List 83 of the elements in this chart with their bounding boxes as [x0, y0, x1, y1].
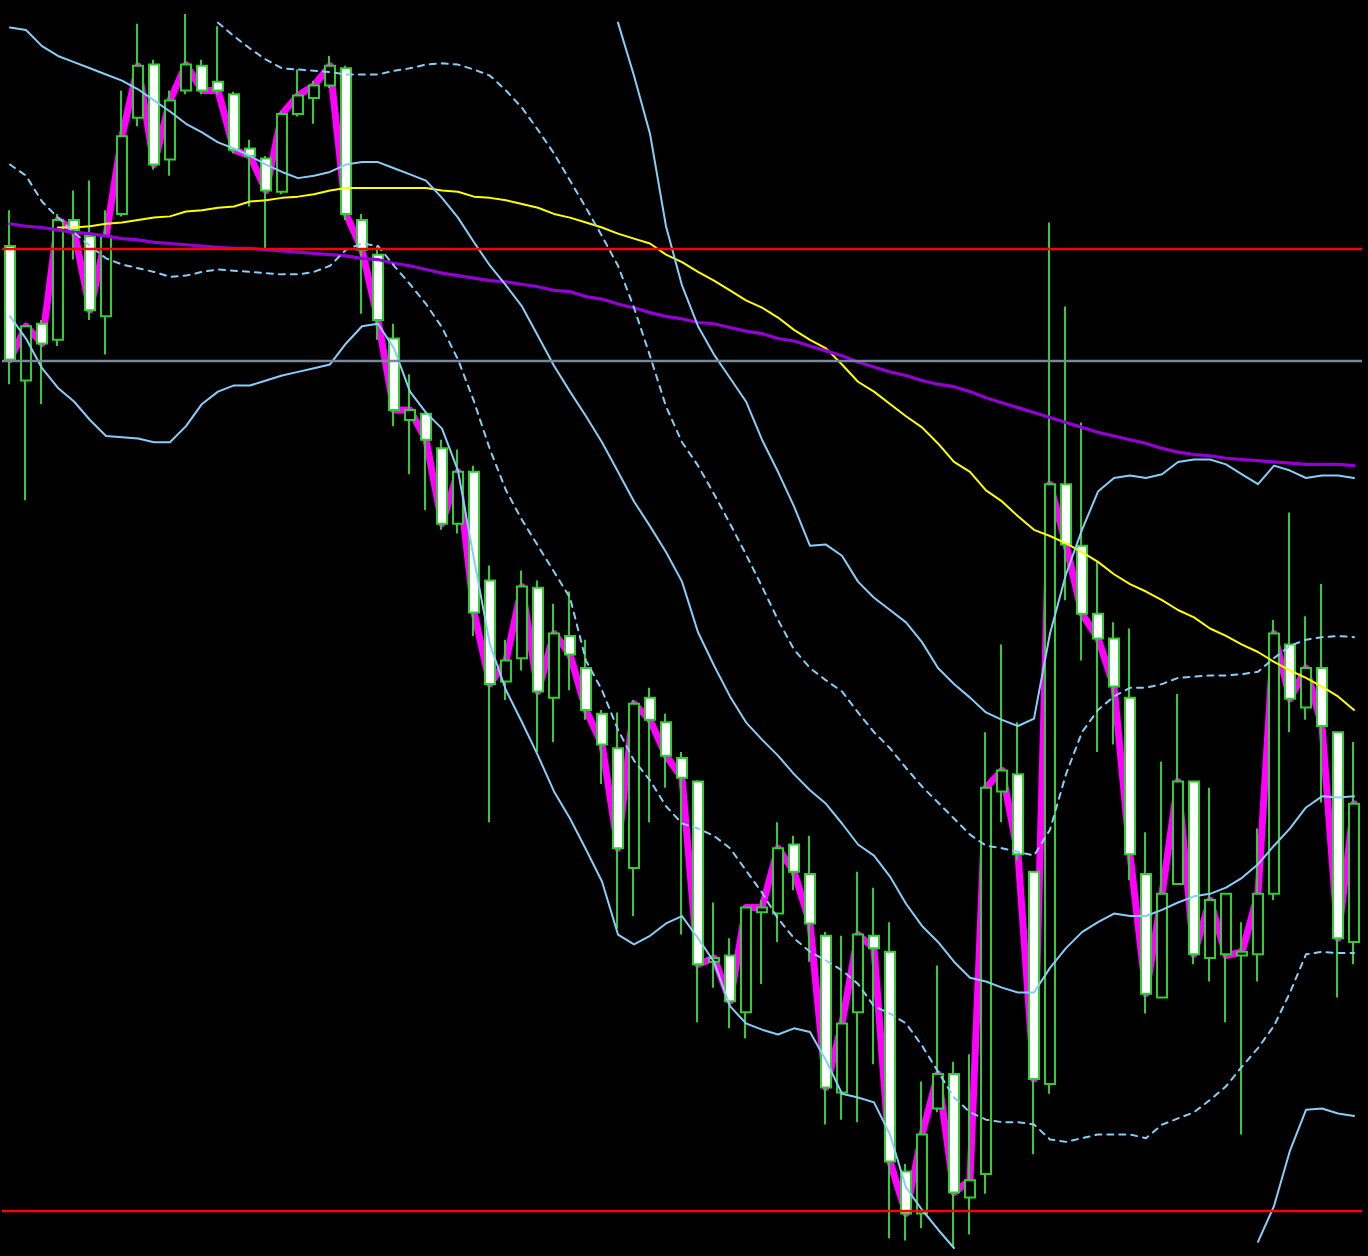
candlestick [84, 179, 96, 322]
candlestick [116, 89, 128, 218]
candlestick [1220, 892, 1232, 1024]
candlestick [436, 438, 448, 531]
candlestick [820, 931, 832, 1126]
candlestick [1316, 583, 1328, 804]
candlestick [404, 373, 416, 476]
candlestick [1092, 560, 1104, 753]
candlestick [740, 906, 752, 1040]
candlestick [1252, 827, 1264, 983]
candlestick [164, 89, 176, 177]
candlestick [20, 325, 32, 502]
candlestick [692, 779, 704, 1024]
candlestick [532, 579, 544, 753]
candlestick [340, 64, 352, 222]
candlestick [868, 886, 880, 1066]
candlestick [724, 937, 736, 1030]
candlestick [884, 921, 896, 1240]
candlestick [788, 834, 800, 892]
candlestick [1236, 921, 1248, 1136]
candlestick [452, 448, 464, 535]
candlestick [372, 244, 384, 341]
candlestick [260, 154, 272, 251]
candlestick [228, 90, 240, 155]
candlestick [1060, 305, 1072, 602]
candlestick [1284, 511, 1296, 734]
candlestick [1156, 760, 1168, 999]
candlestick [132, 22, 144, 128]
candlestick [388, 322, 400, 428]
candlestick [660, 712, 672, 789]
candlestick [964, 1053, 976, 1236]
candlestick [212, 25, 224, 96]
candlestick [1044, 221, 1056, 1095]
candlestick [836, 934, 848, 1121]
candlestick [1300, 615, 1312, 721]
candlestick [676, 750, 688, 936]
candlestick [852, 870, 864, 1124]
candlestick [948, 1060, 960, 1249]
candlestick [548, 602, 560, 744]
candlestick [516, 569, 528, 672]
candlestick [4, 209, 16, 386]
candlestick [596, 708, 608, 786]
candlestick [324, 54, 336, 90]
candlestick [420, 411, 432, 512]
candlestick [612, 711, 624, 930]
candlestick [996, 643, 1008, 824]
candlestick [276, 110, 288, 196]
candlestick [1124, 627, 1136, 882]
candlestick [1188, 780, 1200, 966]
candlestick [1172, 692, 1184, 885]
candlestick [628, 699, 640, 918]
candlestick [100, 209, 112, 356]
candlestick [1108, 621, 1120, 746]
candlestick [1348, 741, 1360, 966]
candlestick [1076, 421, 1088, 662]
candlestick [244, 138, 256, 208]
candlestick [36, 319, 48, 405]
candlestick [1204, 786, 1216, 983]
candlestick [916, 1080, 928, 1230]
candlestick [52, 212, 64, 347]
candlestick [804, 834, 816, 963]
candlestick [644, 686, 656, 824]
candlestick [756, 899, 768, 985]
candlestick [148, 58, 160, 171]
candlestick [980, 731, 992, 1195]
candlestick [292, 68, 304, 118]
candlestick [564, 590, 576, 692]
candlestick [1028, 870, 1040, 1156]
candlestick [772, 821, 784, 943]
candlestick [1012, 721, 1024, 862]
candlestick [1140, 831, 1152, 1015]
candlestick [932, 964, 944, 1114]
candlestick [1332, 731, 1344, 999]
candlestick [468, 464, 480, 637]
candlestick [308, 79, 320, 125]
candlestick [708, 901, 720, 989]
candlestick [1268, 618, 1280, 902]
candlestick [500, 638, 512, 702]
candlestick [180, 13, 192, 96]
candlestick [484, 564, 496, 824]
candlestick [356, 212, 368, 315]
candlestick [580, 638, 592, 721]
candlestick [196, 58, 208, 96]
